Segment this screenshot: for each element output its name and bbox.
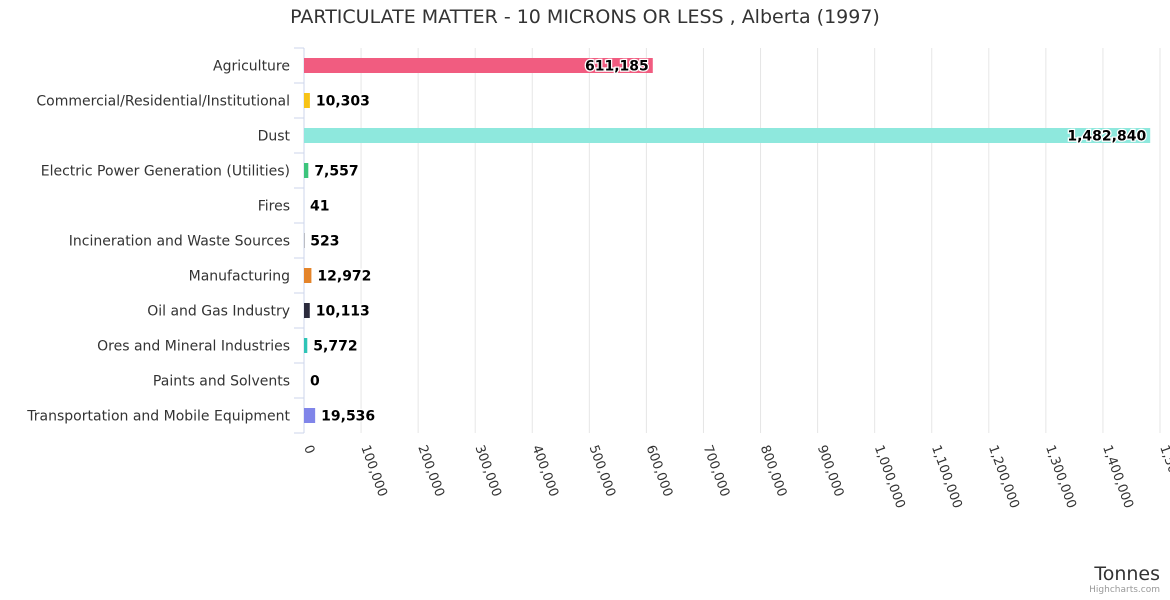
value-label-2: 1,482,840 bbox=[1067, 129, 1146, 145]
bar-7[interactable] bbox=[304, 303, 310, 318]
value-label-7: 10,113 bbox=[316, 304, 370, 320]
chart-credit-link[interactable]: Highcharts.com bbox=[1089, 585, 1160, 595]
value-label-8: 5,772 bbox=[313, 339, 357, 355]
bar-3[interactable] bbox=[304, 163, 309, 178]
x-tick-label-8: 800,000 bbox=[757, 443, 789, 499]
category-label-7: Oil and Gas Industry bbox=[147, 304, 290, 320]
category-label-2: Dust bbox=[258, 129, 291, 145]
bar-series bbox=[304, 58, 1151, 423]
x-tick-label-5: 500,000 bbox=[586, 443, 618, 499]
x-tick-label-1: 100,000 bbox=[357, 443, 389, 499]
grid-lines bbox=[294, 47, 1161, 434]
category-label-3: Electric Power Generation (Utilities) bbox=[41, 164, 290, 180]
category-label-9: Paints and Solvents bbox=[153, 374, 290, 390]
category-label-4: Fires bbox=[258, 199, 290, 215]
x-axis-title: Tonnes bbox=[1094, 563, 1160, 585]
x-tick-label-9: 900,000 bbox=[814, 443, 846, 499]
category-label-8: Ores and Mineral Industries bbox=[97, 339, 290, 355]
x-tick-label-3: 300,000 bbox=[471, 443, 503, 499]
value-label-9: 0 bbox=[310, 374, 320, 390]
category-label-10: Transportation and Mobile Equipment bbox=[26, 409, 290, 425]
category-labels: Agriculture Commercial/Residential/Instit… bbox=[26, 59, 290, 425]
chart-title: PARTICULATE MATTER - 10 MICRONS OR LESS … bbox=[290, 6, 880, 28]
bar-10[interactable] bbox=[304, 408, 316, 423]
category-label-6: Manufacturing bbox=[189, 269, 290, 285]
bar-8[interactable] bbox=[304, 338, 308, 353]
value-label-1: 10,303 bbox=[316, 94, 370, 110]
bar-0[interactable] bbox=[304, 58, 653, 73]
x-tick-label-4: 400,000 bbox=[529, 443, 561, 499]
value-label-3: 7,557 bbox=[314, 164, 358, 180]
x-axis-tick-labels: 0 100,000 200,000 300,000 400,000 500,000 600,… bbox=[300, 443, 1170, 510]
category-label-0: Agriculture bbox=[213, 59, 290, 75]
category-label-1: Commercial/Residential/Institutional bbox=[36, 94, 290, 110]
value-label-4: 41 bbox=[310, 199, 329, 215]
x-tick-label-6: 600,000 bbox=[643, 443, 675, 499]
value-label-0: 611,185 bbox=[585, 59, 649, 75]
value-label-5: 523 bbox=[310, 234, 339, 250]
value-label-10: 19,536 bbox=[321, 409, 375, 425]
x-tick-label-11: 1,100,000 bbox=[928, 443, 965, 510]
value-labels: 611,185 10,303 1,482,840 7,557 41 523 12,972 10… bbox=[309, 57, 1148, 426]
x-tick-label-0: 0 bbox=[300, 443, 317, 456]
category-label-5: Incineration and Waste Sources bbox=[69, 234, 290, 250]
bar-1[interactable] bbox=[304, 93, 310, 108]
value-label-6: 12,972 bbox=[317, 269, 371, 285]
bar-6[interactable] bbox=[304, 268, 312, 283]
x-tick-label-2: 200,000 bbox=[414, 443, 446, 499]
x-tick-label-7: 700,000 bbox=[700, 443, 732, 499]
x-tick-label-12: 1,200,000 bbox=[985, 443, 1022, 510]
x-tick-label-13: 1,300,000 bbox=[1042, 443, 1079, 510]
x-tick-label-15: 1,500,000 bbox=[1156, 443, 1170, 510]
x-tick-label-10: 1,000,000 bbox=[871, 443, 908, 510]
bar-2[interactable] bbox=[304, 128, 1151, 143]
x-tick-label-14: 1,400,000 bbox=[1099, 443, 1136, 510]
